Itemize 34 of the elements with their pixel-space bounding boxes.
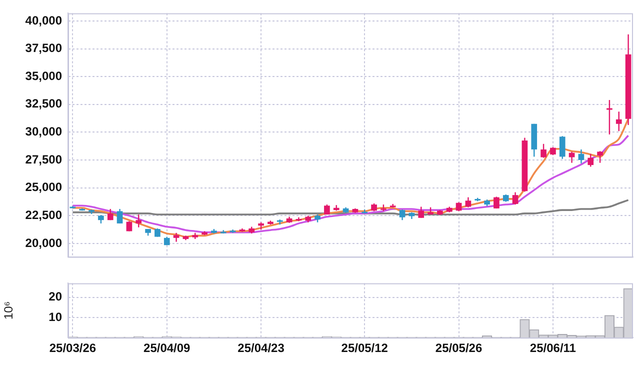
x-tick-label: 25/05/12 <box>341 341 388 356</box>
x-tick-label: 25/04/09 <box>144 341 191 356</box>
candlestick <box>512 192 518 206</box>
y-tick-label: 35,000 <box>25 68 62 83</box>
candlestick <box>494 196 500 210</box>
candlestick <box>399 208 406 221</box>
candlestick <box>616 111 622 132</box>
y-tick-label: 27,500 <box>25 152 62 166</box>
candlestick <box>540 143 546 158</box>
y-tick-label: 10 <box>48 310 62 324</box>
x-tick-label: 25/05/26 <box>435 341 482 356</box>
y-tick-label: 20,000 <box>25 236 62 250</box>
y-tick-label: 25,000 <box>25 180 62 194</box>
candlestick <box>578 148 584 164</box>
line-series <box>72 118 630 238</box>
candlestick <box>606 99 612 136</box>
x-tick-label: 25/04/23 <box>238 341 285 356</box>
candlestick <box>559 136 566 160</box>
candlestick <box>588 153 594 168</box>
y-tick-label: 32,500 <box>25 96 62 111</box>
x-tick-label: 25/03/26 <box>49 341 96 356</box>
y-tick-label: 22,500 <box>25 208 62 222</box>
candlestick <box>418 206 424 218</box>
y-tick-label: 40,000 <box>25 13 62 28</box>
y-tick-label: 37,500 <box>25 41 62 56</box>
candlestick <box>465 196 472 208</box>
y-tick-label: 20 <box>48 290 62 304</box>
y-axis-title: 10⁶ <box>2 301 16 320</box>
x-tick-label: 25/06/11 <box>530 341 576 356</box>
line-series <box>72 134 630 234</box>
candlestick <box>597 150 603 164</box>
y-tick-label: 30,000 <box>25 124 62 139</box>
candlestick <box>136 214 142 228</box>
candlestick <box>116 208 123 224</box>
